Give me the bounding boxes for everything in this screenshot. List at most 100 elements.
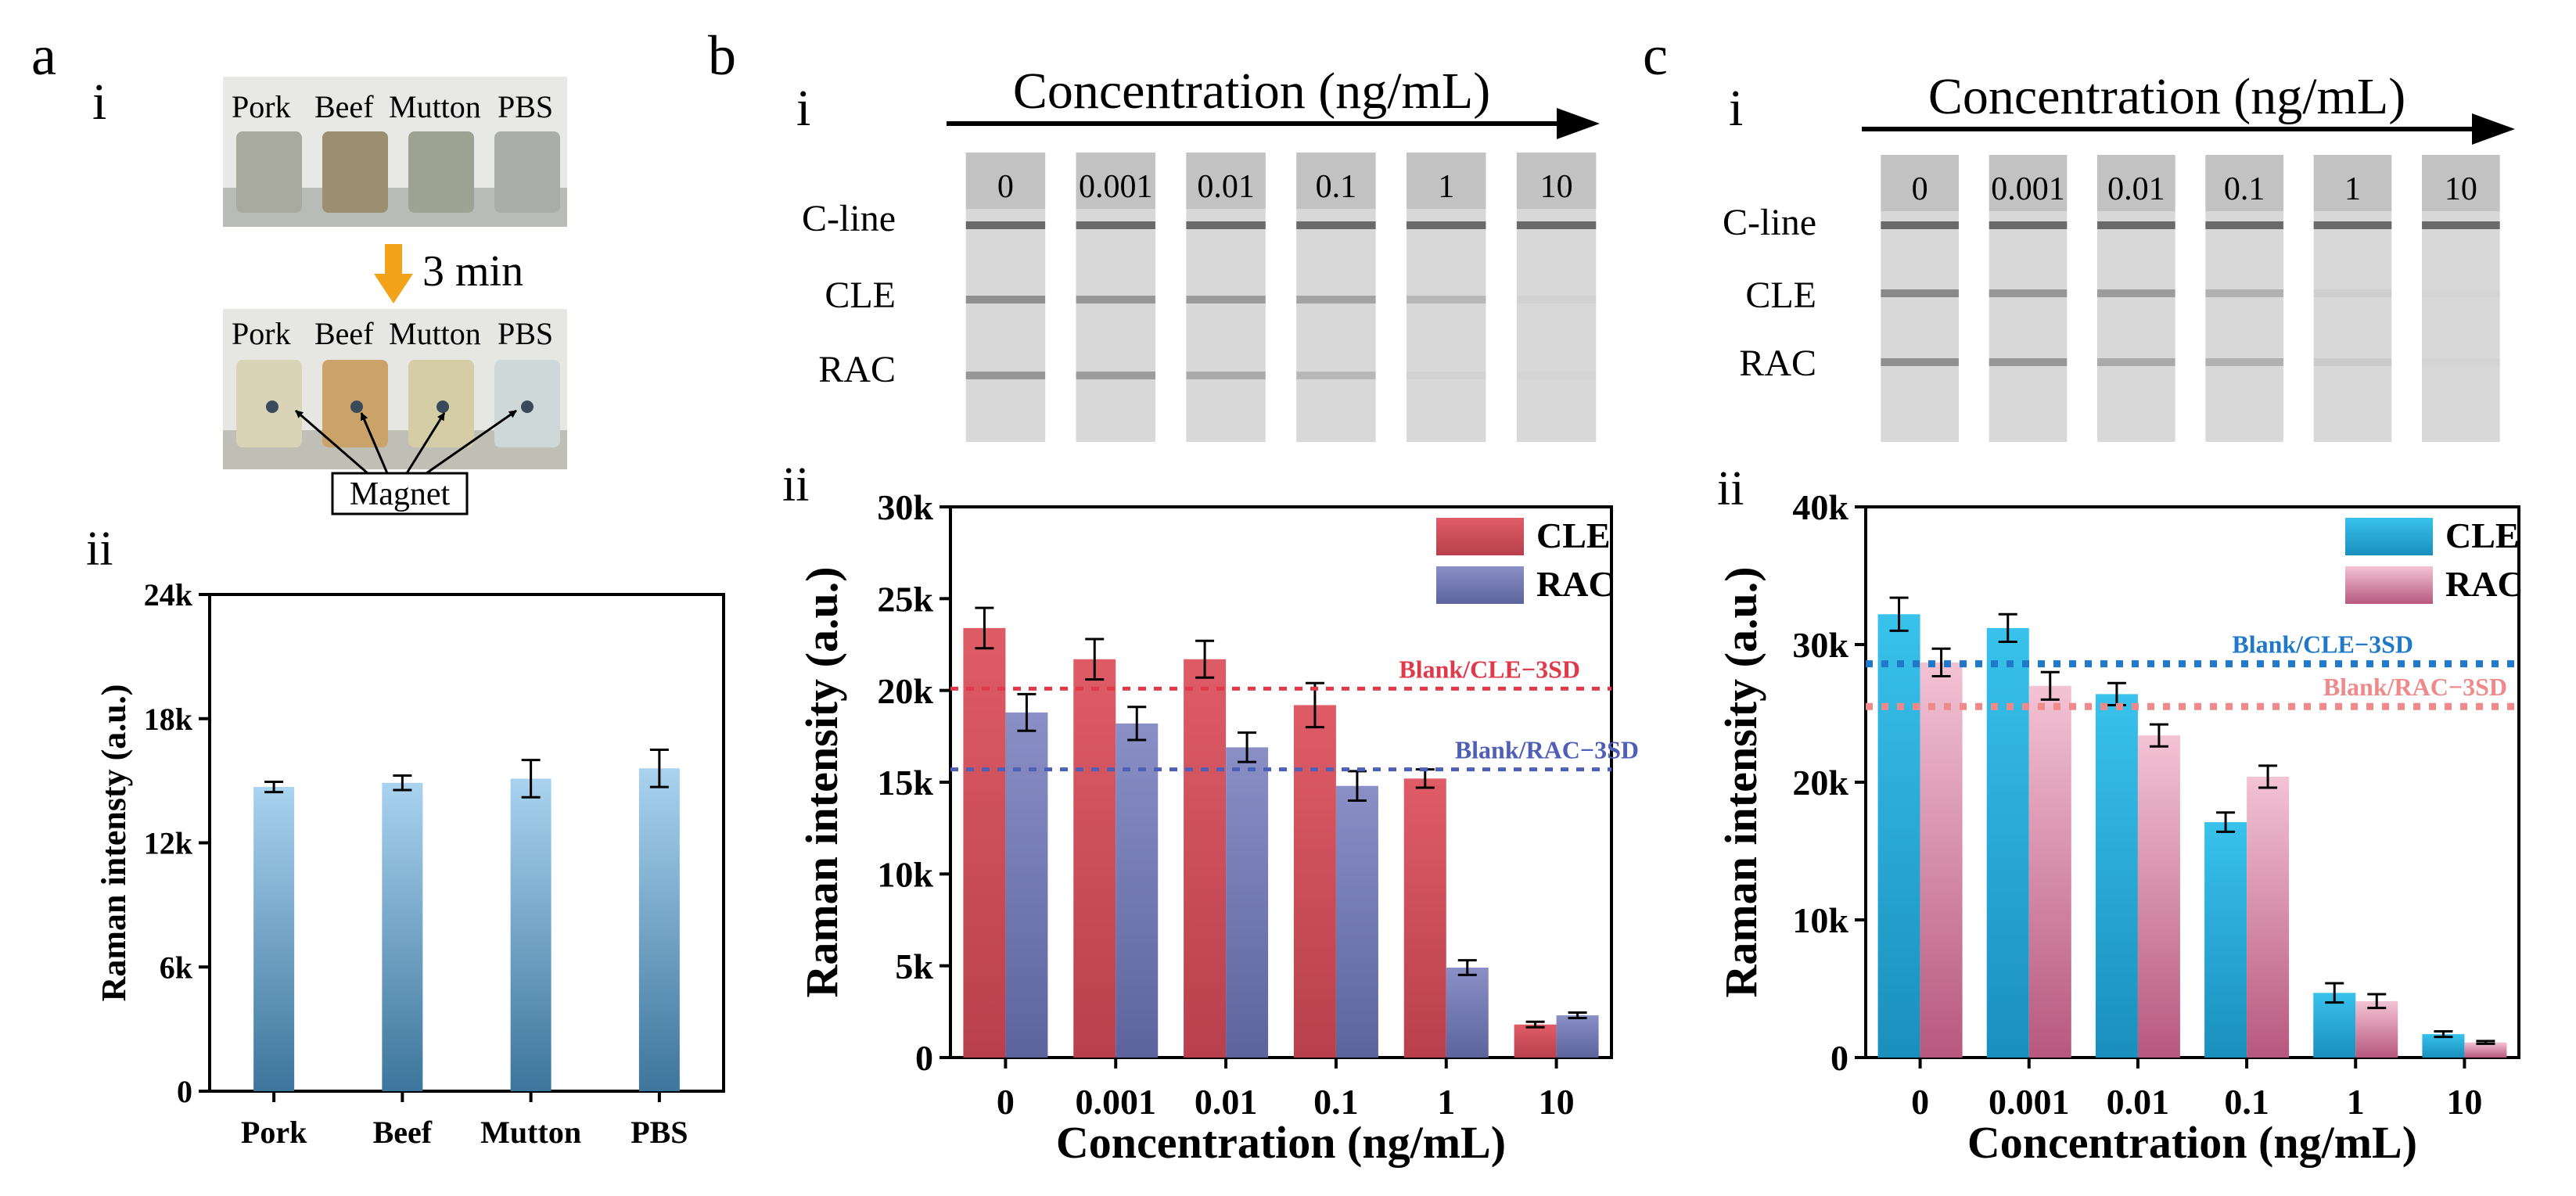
b-cle-band-2 xyxy=(1186,296,1266,303)
c-rac-band-1 xyxy=(1989,358,2068,366)
row-label-cline-b: C-line xyxy=(802,198,896,239)
chart-b-errorbar-rac-5 xyxy=(1568,1011,1587,1020)
c-strip-header-5 xyxy=(2422,155,2500,211)
chart-a-bar-value-0 xyxy=(253,787,295,1091)
b-strip-header-3 xyxy=(1296,153,1376,209)
chart-b-errorbar-cle-1 xyxy=(1085,638,1105,681)
chart-b-ytick-label-6: 30k xyxy=(877,487,933,527)
chart-b-legend-label-0: CLE xyxy=(1536,515,1611,555)
chart-c-ytick-label-0: 0 xyxy=(1831,1038,1848,1078)
b-rac-band-5 xyxy=(1517,372,1596,379)
panel-a: a i Pork Beef Mutton PBS 3 min xyxy=(31,24,725,1150)
chart-a-xtick-label-0: Pork xyxy=(241,1115,307,1150)
chart-c-legend-label-1: RAC xyxy=(2445,564,2524,604)
chart-c-errorbar-rac-4 xyxy=(2367,993,2387,1010)
chart-c-bar-cle-0 xyxy=(1877,614,1920,1058)
chart-c-xtick-label-2: 0.01 xyxy=(2107,1082,2170,1122)
panel-a-sub-i: i xyxy=(92,74,106,131)
chart-c-errorbar-rac-3 xyxy=(2258,764,2278,789)
c-strip-header-4 xyxy=(2313,155,2392,211)
chart-c-legend-label-0: CLE xyxy=(2445,515,2520,555)
b-rac-band-1 xyxy=(1076,372,1155,379)
chart-b-bar-cle-1 xyxy=(1073,659,1116,1058)
chart-b-ylabel: Raman intensity (a.u.) xyxy=(796,566,847,997)
chart-b: 0 5k 10k 15k 20k 25k 30k Raman intensity (a.u.)… xyxy=(796,487,1639,1168)
chart-c-xtick-label-1: 0.001 xyxy=(1989,1082,2070,1122)
chart-c-xtick-label-0: 0 xyxy=(1911,1082,1929,1122)
b-rac-band-2 xyxy=(1186,372,1266,379)
chart-c-threshold-label-1: Blank/RAC−3SD xyxy=(2323,673,2507,701)
c-strip-header-2 xyxy=(2097,155,2175,211)
vial-pork-before xyxy=(236,131,302,213)
chart-c-errorbar-rac-1 xyxy=(2040,670,2060,701)
particle-mutton xyxy=(437,400,449,413)
c-strip-header-3 xyxy=(2205,155,2283,211)
chart-b-errorbar-rac-4 xyxy=(1457,959,1477,976)
panel-b-sub-i: i xyxy=(796,80,810,137)
c-cle-band-2 xyxy=(2097,289,2175,297)
concentration-arrow-c xyxy=(1862,113,2515,145)
b-strip-header-2 xyxy=(1186,153,1266,209)
chart-c-threshold-label-0: Blank/CLE−3SD xyxy=(2232,630,2413,659)
row-label-cle-b: CLE xyxy=(825,275,896,316)
photo-label-pbs-2: PBS xyxy=(498,316,553,351)
chart-c-bar-cle-1 xyxy=(1986,627,2029,1058)
chart-b-ytick-label-3: 15k xyxy=(877,763,933,803)
b-strip-header-5 xyxy=(1516,153,1597,209)
c-rac-band-5 xyxy=(2422,358,2500,366)
c-cline-band-2 xyxy=(2097,221,2175,229)
panel-b-label: b xyxy=(708,24,736,87)
chart-c-bar-rac-3 xyxy=(2247,776,2290,1058)
chart-a-errorbar-value-0 xyxy=(264,780,284,794)
vial-mutton-before xyxy=(408,131,474,213)
row-label-rac-b: RAC xyxy=(818,349,896,390)
photo-after: Pork Beef Mutton PBS xyxy=(223,309,567,469)
chart-a-bar-value-3 xyxy=(638,768,680,1091)
photo-label-pork: Pork xyxy=(232,89,291,124)
chart-c-bar-rac-1 xyxy=(2028,685,2071,1058)
chart-c-errorbar-rac-2 xyxy=(2149,723,2168,748)
chart-b-errorbar-cle-0 xyxy=(975,606,994,650)
b-cle-band-3 xyxy=(1296,296,1376,303)
b-strip-header-0 xyxy=(965,153,1046,209)
chart-b-legend-swatch-1 xyxy=(1436,566,1524,604)
chart-b-bar-rac-2 xyxy=(1226,747,1269,1058)
chart-a-ytick-label-1: 6k xyxy=(160,950,193,985)
b-cline-band-4 xyxy=(1407,221,1486,229)
chart-a-bar-value-2 xyxy=(510,778,551,1091)
b-cline-band-1 xyxy=(1076,221,1155,229)
chart-c-errorbar-cle-4 xyxy=(2325,982,2344,1004)
c-cle-band-5 xyxy=(2422,289,2500,297)
c-cle-band-1 xyxy=(1989,289,2068,297)
chart-a-xtick-label-1: Beef xyxy=(373,1115,433,1150)
chart-c-ytick-label-2: 20k xyxy=(1792,763,1848,803)
chart-b-bar-rac-3 xyxy=(1335,785,1378,1058)
chart-c-errorbar-rac-0 xyxy=(1931,647,1951,677)
chart-b-errorbar-cle-2 xyxy=(1195,639,1215,679)
b-cline-band-3 xyxy=(1296,221,1376,229)
b-rac-band-0 xyxy=(965,372,1046,379)
chart-a-ytick-label-4: 24k xyxy=(144,577,193,612)
chart-b-ytick-label-2: 10k xyxy=(877,854,933,894)
photo-before: Pork Beef Mutton PBS xyxy=(223,77,567,227)
chart-a-ylabel: Raman intensty (a.u.) xyxy=(95,684,133,1002)
strips-c: 0 0.001 0.01 0.1 1 10 xyxy=(1881,155,2500,442)
c-strip-label-1: 0.001 xyxy=(1991,171,2065,207)
b-cline-band-0 xyxy=(965,221,1046,229)
vial-pbs-before xyxy=(494,131,560,213)
c-strip-label-3: 0.1 xyxy=(2224,171,2265,207)
chart-c: 0 10k 20k 30k 40k Raman intensity (a.u.) Conce… xyxy=(1716,487,2524,1168)
b-cle-band-1 xyxy=(1076,296,1155,303)
photo-label-mutton: Mutton xyxy=(389,89,481,124)
chart-a-errorbar-value-2 xyxy=(521,759,541,799)
vial-beef-before xyxy=(322,131,388,213)
b-strip-label-0: 0 xyxy=(997,169,1014,205)
chart-b-bar-cle-0 xyxy=(963,627,1006,1058)
chart-b-bar-cle-5 xyxy=(1514,1024,1557,1058)
b-strip-label-3: 0.1 xyxy=(1316,169,1357,205)
chart-b-bar-rac-1 xyxy=(1116,723,1159,1058)
row-label-cline-c: C-line xyxy=(1723,202,1816,243)
c-strip-label-0: 0 xyxy=(1912,171,1928,207)
c-cline-band-1 xyxy=(1989,221,2068,229)
chart-a-errorbar-value-1 xyxy=(393,774,412,792)
